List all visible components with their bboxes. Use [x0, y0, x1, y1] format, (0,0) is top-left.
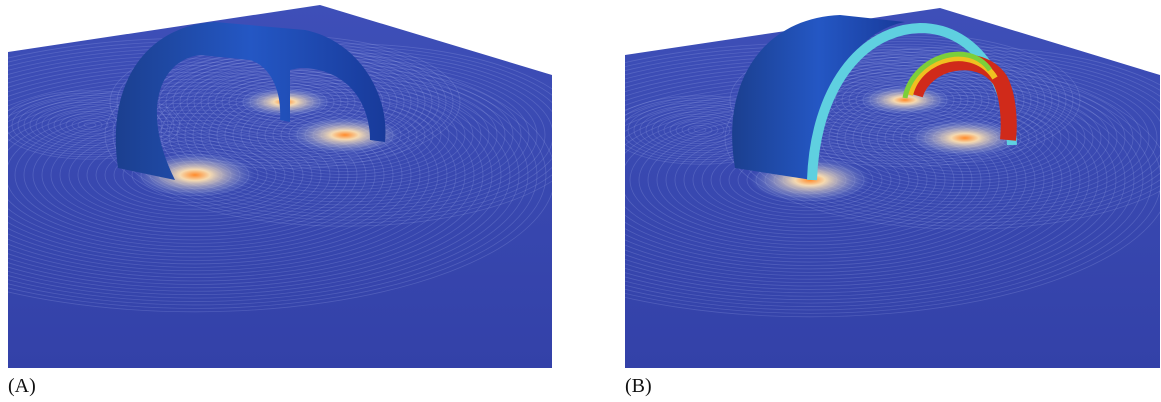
plane — [625, 8, 1160, 368]
panel-image — [0, 5, 585, 368]
figure: (A) (B) — [0, 0, 1161, 402]
panel-image — [450, 8, 1161, 368]
panel-label: (A) — [8, 375, 36, 397]
panel-label: (B) — [625, 375, 652, 397]
